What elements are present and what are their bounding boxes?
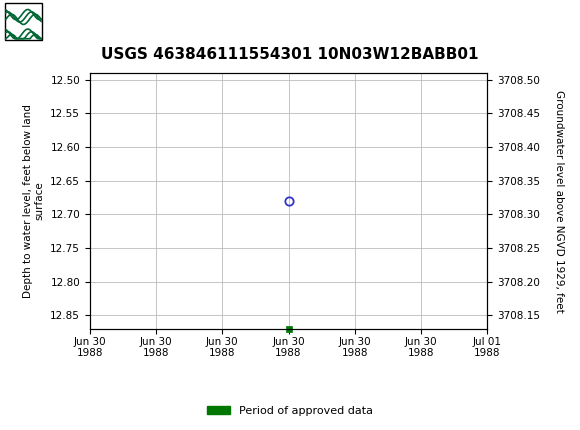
Y-axis label: Depth to water level, feet below land
surface: Depth to water level, feet below land su…	[23, 104, 45, 298]
Legend: Period of approved data: Period of approved data	[203, 401, 377, 420]
Y-axis label: Groundwater level above NGVD 1929, feet: Groundwater level above NGVD 1929, feet	[554, 89, 564, 313]
Text: USGS 463846111554301 10N03W12BABB01: USGS 463846111554301 10N03W12BABB01	[102, 47, 478, 62]
Text: USGS: USGS	[51, 12, 111, 31]
FancyBboxPatch shape	[5, 3, 42, 40]
